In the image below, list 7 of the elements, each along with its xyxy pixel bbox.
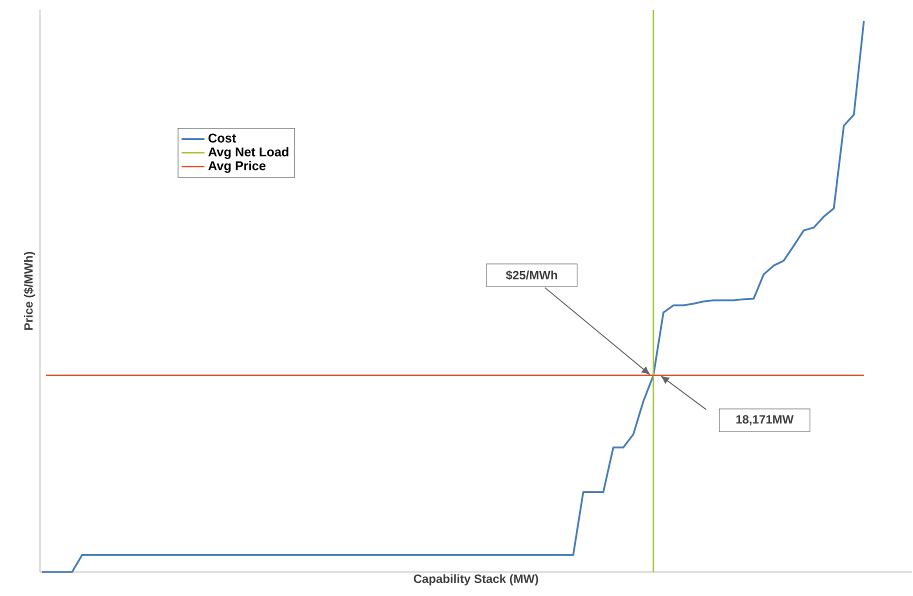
y-axis-title: Price ($/MWh)	[24, 252, 36, 330]
annotation: $25/MWh	[506, 270, 558, 280]
text: Avg Net Load	[208, 147, 288, 159]
x-axis-title: Capability Stack (MW)	[414, 574, 538, 586]
legend-label: Avg Price	[208, 160, 266, 173]
legend-label: Cost	[208, 134, 236, 143]
annotation: 18,171MW	[736, 415, 794, 426]
